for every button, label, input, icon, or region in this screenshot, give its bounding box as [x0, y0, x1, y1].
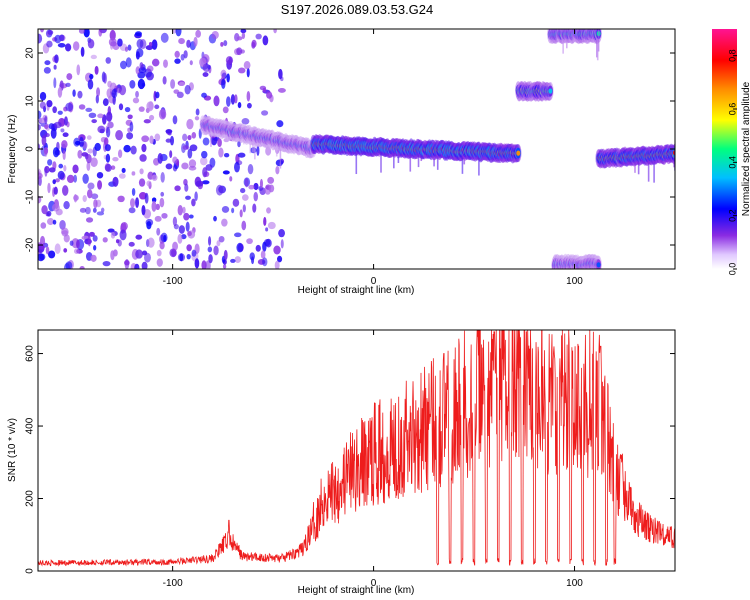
spectrogram-y-tick-label: -10 — [25, 189, 36, 204]
ridge-main-tone — [310, 134, 522, 176]
spectrogram-y-tick-label: -20 — [25, 237, 36, 252]
snr-y-tick-label: 600 — [25, 345, 36, 362]
snr-x-tick-label: -100 — [163, 578, 183, 589]
spectrogram-y-tick-label: 10 — [25, 95, 36, 107]
figure-title: S197.2026.089.03.53.G24 — [281, 2, 434, 17]
colorbar-tick-label: 0.0 — [727, 263, 737, 276]
spectrogram-y-tick-label: 0 — [25, 146, 36, 152]
colorbar-tick-label: 0.8 — [727, 49, 737, 62]
spectrogram-x-tick-label: 100 — [566, 276, 583, 287]
snr-x-label: Height of straight line (km) — [298, 585, 415, 596]
snr-panel: -100 0 100 0 200 400 600 Height of straight li… — [7, 329, 676, 596]
snr-frame — [37, 329, 676, 572]
ridge-jump-2-wrap — [551, 253, 602, 269]
ridge-jump-1 — [515, 81, 554, 102]
snr-y-tick-label: 200 — [25, 490, 36, 507]
colorbar-tick-label: 0.2 — [727, 209, 737, 222]
spectrogram-heatmap — [38, 29, 675, 269]
spectrogram-x-tick-label: -100 — [163, 276, 183, 287]
snr-x-tick-label: 0 — [371, 578, 377, 589]
colorbar-tick-label: 0.6 — [727, 103, 737, 116]
colorbar-gradient — [712, 29, 737, 269]
spectrogram-y-label: Frequency (Hz) — [7, 115, 18, 184]
snr-y-label: SNR (10 * v/v) — [7, 418, 18, 482]
spectrogram-y-tick-label: 20 — [25, 47, 36, 59]
spectrogram-x-label: Height of straight line (km) — [298, 285, 415, 296]
ridge-jump-2 — [547, 29, 602, 61]
snr-y-tick-label: 0 — [25, 568, 36, 574]
snr-series-line — [38, 330, 675, 567]
snr-x-tick-label: 100 — [566, 578, 583, 589]
snr-y-tick-label: 400 — [25, 417, 36, 434]
colorbar-ticks: 0.0 0.2 0.4 0.6 0.8 — [727, 49, 737, 275]
colorbar-tick-label: 0.4 — [727, 156, 737, 169]
spectrogram-x-tick-label: 0 — [371, 276, 377, 287]
colorbar: 0.0 0.2 0.4 0.6 0.8 Normalized spectral ampl… — [712, 29, 750, 275]
snr-ticks: -100 0 100 0 200 400 600 — [25, 330, 675, 589]
colorbar-label: Normalized spectral amplitude — [741, 81, 750, 216]
ridge-late-tone — [595, 143, 675, 183]
